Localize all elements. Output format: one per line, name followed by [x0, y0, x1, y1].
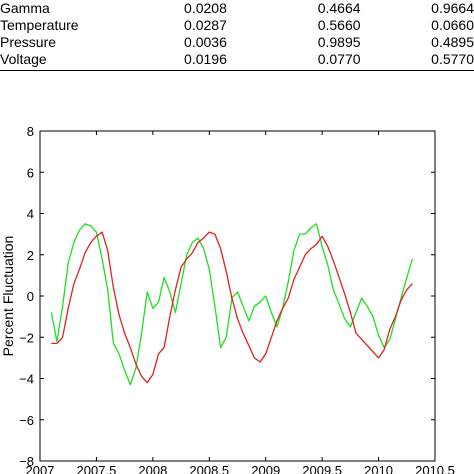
row-value-a: 0.0208	[184, 0, 227, 16]
y-axis-ticks: 8 6 4 2 0 −2 −4 −6 −8	[19, 124, 435, 469]
row-name: Gamma	[0, 0, 50, 16]
row-value-b: 0.5660	[317, 17, 361, 33]
data-table-section: Gamma 0.0208 0.4664 0.9664 Temperature 0.0287…	[0, 0, 474, 78]
x-tick-label: 2009.5	[302, 463, 342, 474]
row-name: Voltage	[0, 51, 47, 67]
y-tick-label: −4	[19, 372, 34, 387]
x-tick-label: 2010	[364, 463, 393, 474]
x-tick-label: 2010.5	[415, 463, 455, 474]
y-tick-label: 4	[27, 207, 34, 222]
series-line-1	[50, 223, 414, 386]
row-value-a: 0.0036	[184, 34, 227, 50]
row-value-b: 0.4664	[317, 0, 361, 16]
y-tick-label: −2	[19, 330, 34, 345]
row-value-b: 0.9895	[317, 34, 361, 50]
table-bottom-rule	[0, 70, 474, 71]
x-tick-label: 2008	[138, 463, 167, 474]
x-tick-label: 2009	[251, 463, 280, 474]
y-tick-label: −8	[19, 454, 34, 469]
table-row: Temperature 0.0287 0.5660 0.0660	[0, 17, 474, 34]
row-value-b: 0.0770	[317, 51, 361, 67]
row-value-a: 0.0196	[184, 51, 227, 67]
series-line-2	[51, 231, 413, 384]
y-tick-label: 2	[27, 248, 34, 263]
y-axis-label: Percent Fluctuation	[0, 236, 16, 357]
table-row: Gamma 0.0208 0.4664 0.9664	[0, 0, 474, 17]
y-tick-label: 0	[27, 289, 34, 304]
table-row: Pressure 0.0036 0.9895 0.4895	[0, 34, 474, 51]
row-name: Pressure	[0, 34, 57, 50]
row-name: Temperature	[0, 17, 79, 33]
row-value-a: 0.0287	[184, 17, 227, 33]
x-tick-label: 2007	[26, 463, 55, 474]
y-tick-label: 6	[27, 165, 34, 180]
x-axis-ticks: 2007 2007.5 2008 2008.5 2009 2009.5 2010 2010.5	[26, 131, 455, 474]
row-value-c: 0.0660	[431, 17, 474, 33]
row-value-c: 0.4895	[431, 34, 474, 50]
plot-frame	[39, 130, 436, 462]
series-lines	[50, 223, 414, 386]
x-tick-label: 2007.5	[77, 463, 117, 474]
row-value-c: 0.9664	[431, 0, 474, 16]
x-tick-label: 2008.5	[189, 463, 229, 474]
table-row: Voltage 0.0196 0.0770 0.5770	[0, 51, 474, 68]
y-tick-label: 8	[27, 124, 34, 139]
data-table: Gamma 0.0208 0.4664 0.9664 Temperature 0.0287…	[0, 0, 474, 68]
y-tick-label: −6	[19, 413, 34, 428]
row-value-c: 0.5770	[431, 51, 474, 67]
